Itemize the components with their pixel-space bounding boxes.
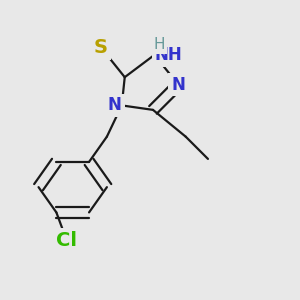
Text: NH: NH (154, 46, 182, 64)
Text: S: S (94, 38, 108, 57)
Text: N: N (171, 76, 185, 94)
Text: H: H (153, 37, 165, 52)
Text: Cl: Cl (56, 231, 77, 250)
Text: N: N (108, 96, 122, 114)
